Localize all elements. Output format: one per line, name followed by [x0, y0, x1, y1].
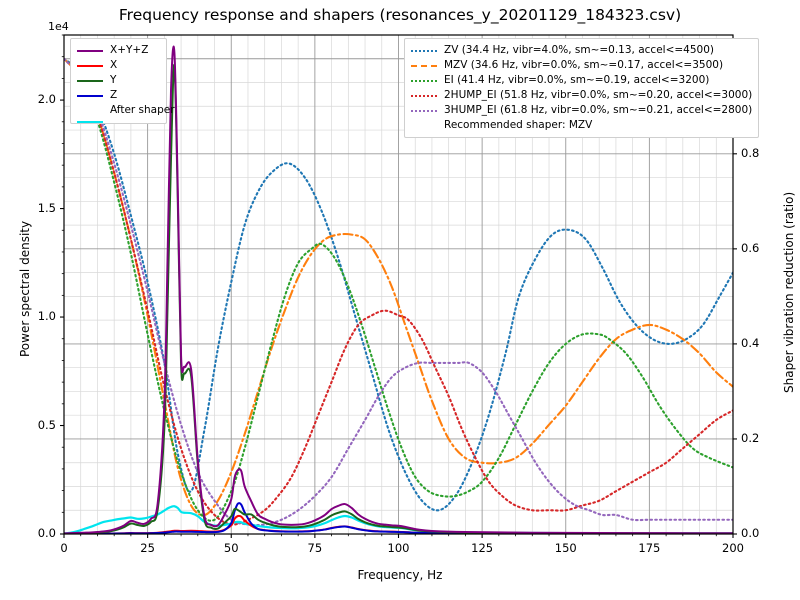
line-swatch-icon — [77, 107, 103, 123]
legend-label: ZV (34.4 Hz, vibr=4.0%, sm~=0.13, accel<… — [444, 44, 714, 56]
x-axis-tick-label: 200 — [722, 541, 744, 555]
x-axis-tick-label: 50 — [223, 541, 239, 555]
chart-title: Frequency response and shapers (resonanc… — [118, 6, 682, 24]
y-axis-tick-label-right: 0.2 — [741, 430, 760, 445]
legend-label: MZV (34.6 Hz, vibr=0.0%, sm~=0.17, accel… — [444, 59, 724, 71]
legend-item-x: X — [77, 58, 160, 73]
y-axis-label-right: Shaper vibration reduction (ratio) — [782, 191, 796, 393]
legend-label: X — [110, 59, 118, 71]
y-axis-tick-label-left: 1.0 — [37, 309, 56, 324]
line-swatch-icon — [77, 90, 103, 102]
legend-label: After shaper — [110, 104, 175, 116]
legend-item-z: Z — [77, 88, 160, 103]
legend-item-2hump-ei: 2HUMP_EI (51.8 Hz, vibr=0.0%, sm~=0.20, … — [411, 88, 752, 103]
y-axis-tick-label-right: 0.4 — [741, 335, 760, 350]
x-axis-tick-label: 75 — [307, 541, 323, 555]
legend-item-recommended: Recommended shaper: MZV — [411, 118, 752, 133]
legend-item-xyz: X+Y+Z — [77, 43, 160, 58]
line-swatch-icon — [77, 75, 103, 87]
line-swatch-icon — [77, 60, 103, 72]
recommended-shaper-note: Recommended shaper: MZV — [444, 119, 593, 131]
legend-item-mzv: MZV (34.6 Hz, vibr=0.0%, sm~=0.17, accel… — [411, 58, 752, 73]
line-swatch-icon — [77, 45, 103, 57]
legend-item-after-shaper: After shaper — [77, 103, 175, 123]
legend-label: Z — [110, 89, 118, 101]
x-axis-tick-label: 25 — [140, 541, 155, 555]
legend-label: 2HUMP_EI (51.8 Hz, vibr=0.0%, sm~=0.20, … — [444, 89, 753, 101]
x-axis-label: Frequency, Hz — [357, 568, 443, 582]
legend-item-y: Y — [77, 73, 160, 88]
legend-label: 3HUMP_EI (61.8 Hz, vibr=0.0%, sm~=0.21, … — [444, 104, 753, 116]
shaper-legend: ZV (34.4 Hz, vibr=4.0%, sm~=0.13, accel<… — [404, 38, 760, 138]
y-axis-tick-label-right: 0.8 — [741, 145, 760, 160]
x-axis-tick-label: 125 — [471, 541, 494, 555]
legend-item-3hump-ei: 3HUMP_EI (61.8 Hz, vibr=0.0%, sm~=0.21, … — [411, 103, 752, 118]
legend-item-zv: ZV (34.4 Hz, vibr=4.0%, sm~=0.13, accel<… — [411, 43, 752, 58]
y-axis-label-left: Power spectral density — [18, 220, 32, 357]
x-axis-tick-label: 175 — [638, 541, 661, 555]
y-axis-tick-label-left: 2.0 — [37, 92, 56, 107]
y-axis-exponent-label: 1e4 — [48, 20, 69, 33]
dotted-swatch-icon — [411, 45, 437, 57]
x-axis-tick-label: 0 — [60, 541, 68, 555]
y-axis-tick-label-right: 0.0 — [741, 526, 760, 540]
y-axis-tick-label-left: 0.5 — [37, 417, 56, 432]
dotted-swatch-icon — [411, 75, 437, 87]
dotted-swatch-icon — [411, 105, 437, 117]
legend-label: Y — [110, 74, 117, 86]
y-axis-tick-label-left: 1.5 — [37, 200, 56, 215]
legend-item-ei: EI (41.4 Hz, vibr=0.0%, sm~=0.19, accel<… — [411, 73, 752, 88]
legend-label: EI (41.4 Hz, vibr=0.0%, sm~=0.19, accel<… — [444, 74, 710, 86]
x-axis-tick-label: 100 — [387, 541, 410, 555]
y-axis-tick-label-left: 0.0 — [37, 526, 56, 540]
dashdot-swatch-icon — [411, 60, 437, 72]
x-axis-tick-label: 150 — [554, 541, 577, 555]
psd-legend: X+Y+Z X Y Z After shaper — [70, 38, 175, 124]
dotted-swatch-icon — [411, 90, 437, 102]
y-axis-tick-label-right: 0.6 — [741, 240, 760, 255]
legend-label: X+Y+Z — [110, 44, 149, 56]
